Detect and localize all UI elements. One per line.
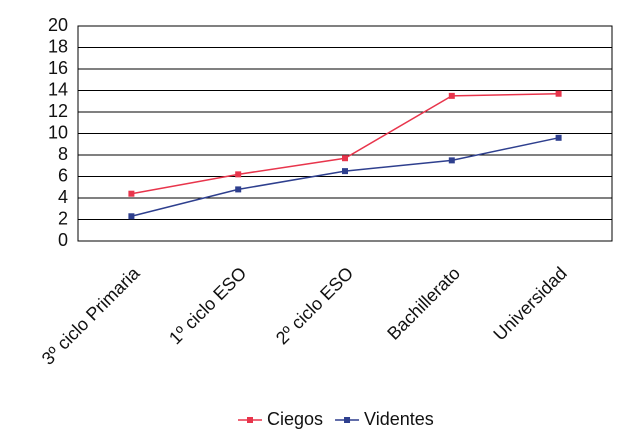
y-tick-label: 10 (48, 122, 68, 142)
point (555, 134, 562, 141)
y-tick-label: 0 (58, 230, 68, 250)
point (342, 155, 348, 162)
x-tick-label: 2º ciclo ESO (272, 263, 357, 348)
y-tick-label: 16 (48, 58, 68, 78)
y-tick-label: 6 (58, 165, 68, 185)
point (128, 213, 135, 220)
x-tick-label: Bachillerato (383, 263, 464, 344)
legend-marker (247, 417, 253, 423)
series-line (131, 92, 559, 195)
point (235, 186, 242, 193)
legend-label: Videntes (364, 409, 434, 429)
legend-label: Ciegos (267, 409, 323, 429)
point (128, 190, 135, 197)
y-tick-label: 18 (48, 36, 68, 56)
point (448, 92, 455, 99)
point (448, 157, 455, 164)
y-tick-label: 8 (58, 144, 68, 164)
x-tick-label: 1º ciclo ESO (165, 263, 250, 348)
point (235, 171, 242, 178)
legend-marker (344, 417, 351, 423)
y-tick-label: 4 (58, 187, 68, 207)
x-tick-label: Universidad (489, 263, 570, 344)
y-tick-label: 2 (58, 208, 68, 228)
point (342, 168, 348, 175)
x-tick-label: 3º ciclo Primaria (38, 262, 144, 368)
point (555, 90, 562, 97)
y-tick-label: 20 (48, 15, 68, 35)
y-tick-label: 14 (48, 79, 68, 99)
series-line (131, 137, 559, 218)
plot-border (77, 25, 613, 242)
y-tick-label: 12 (48, 101, 68, 121)
